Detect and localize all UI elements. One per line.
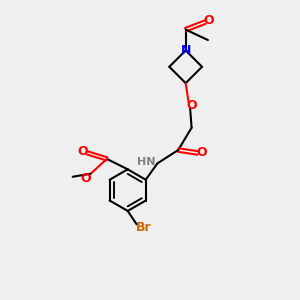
Text: O: O [197, 146, 207, 160]
Text: O: O [186, 99, 197, 112]
Text: HN: HN [137, 157, 156, 167]
Text: O: O [78, 145, 88, 158]
Text: O: O [203, 14, 214, 27]
Text: Br: Br [136, 221, 152, 234]
Text: N: N [181, 44, 191, 57]
Text: O: O [81, 172, 92, 185]
